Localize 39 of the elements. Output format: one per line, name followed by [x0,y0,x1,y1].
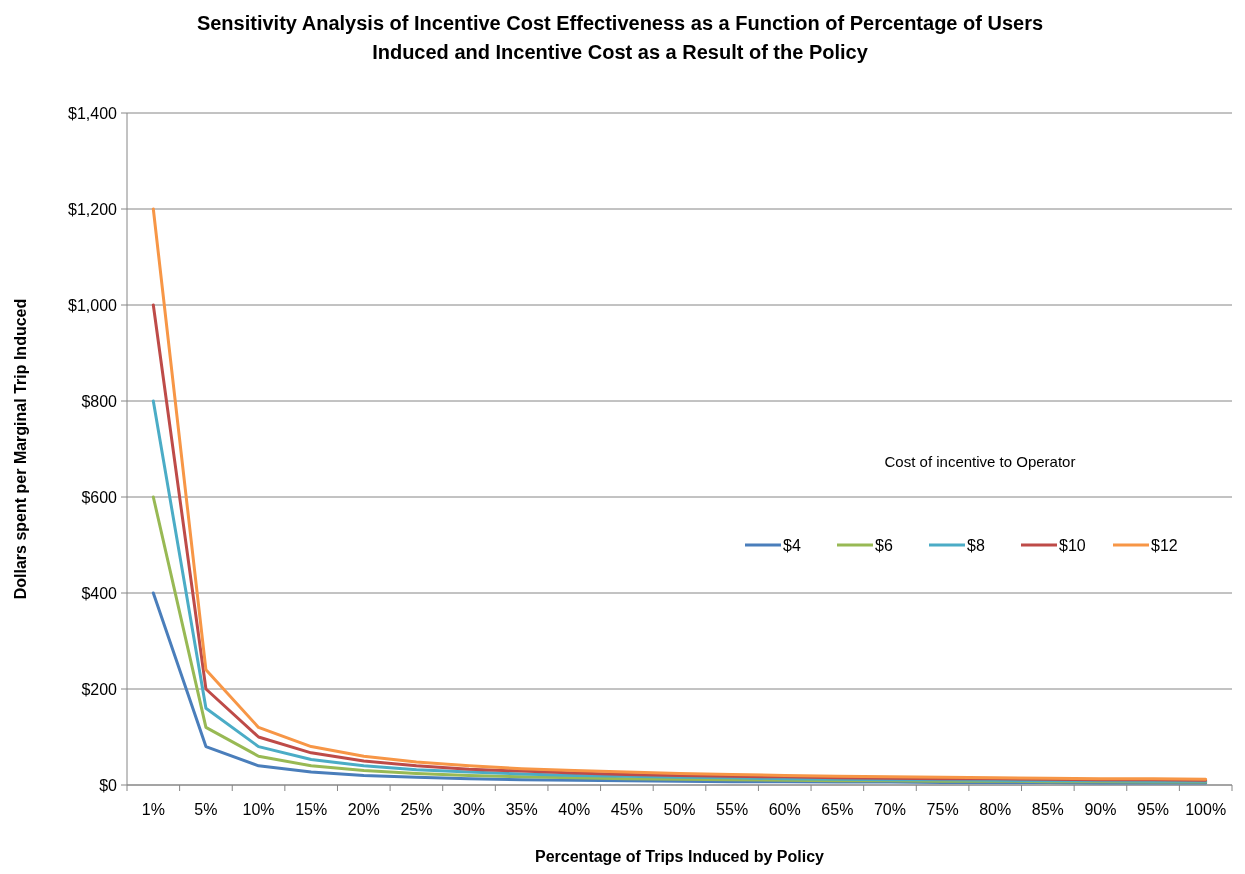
x-tick-label: 15% [295,801,328,818]
x-tick-label: 70% [873,801,906,818]
x-tick-label: 55% [716,801,749,818]
x-tick-label: 95% [1137,801,1170,818]
y-tick-label: $1,400 [68,104,118,122]
x-tick-label: 50% [663,801,696,818]
legend-label: $10 [1059,536,1086,554]
legend-title: Cost of incentive to Operator [884,453,1076,471]
y-tick-label: $1,200 [68,200,118,218]
y-tick-label: $800 [81,392,118,410]
x-tick-label: 100% [1185,801,1227,818]
x-tick-label: 30% [453,801,486,818]
legend-label: $4 [783,536,801,554]
x-tick-label: 85% [1031,801,1064,818]
x-tick-label: 10% [242,801,275,818]
y-tick-label: $200 [81,680,118,698]
legend-label: $6 [875,536,893,554]
x-tick-label: 40% [558,801,591,818]
x-tick-label: 90% [1084,801,1117,818]
x-tick-label: 1% [141,801,165,818]
y-tick-label: $400 [81,584,118,602]
x-tick-label: 65% [821,801,854,818]
y-tick-label: $600 [81,488,118,506]
x-tick-label: 60% [768,801,801,818]
y-tick-label: $0 [99,776,118,794]
x-tick-label: 25% [400,801,433,818]
x-axis-title: Percentage of Trips Induced by Policy [535,848,825,865]
legend-label: $8 [967,536,985,554]
x-tick-label: 80% [979,801,1012,818]
chart-title: Sensitivity Analysis of Incentive Cost Effectiveness as a Function of Percentage of Users Induced and Incentive Cost as a Result of the Policy [196,12,1044,63]
x-tick-label: 75% [926,801,959,818]
y-tick-label: $1,000 [68,296,118,314]
line-series [151,207,1208,781]
x-tick-label: 35% [505,801,538,818]
x-tick-label: 5% [194,801,218,818]
x-tick-label: 20% [347,801,380,818]
x-tick-label: 45% [610,801,643,818]
y-axis-title: Dollars spent per Marginal Trip Induced [12,298,29,600]
legend-label: $12 [1151,536,1178,554]
